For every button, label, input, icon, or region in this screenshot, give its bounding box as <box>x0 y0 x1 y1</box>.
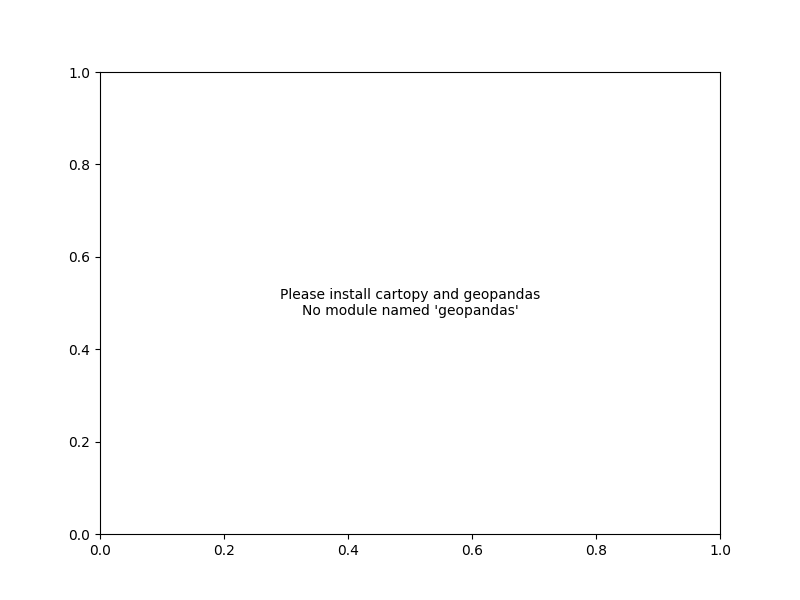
Text: Please install cartopy and geopandas
No module named 'geopandas': Please install cartopy and geopandas No … <box>280 288 540 318</box>
